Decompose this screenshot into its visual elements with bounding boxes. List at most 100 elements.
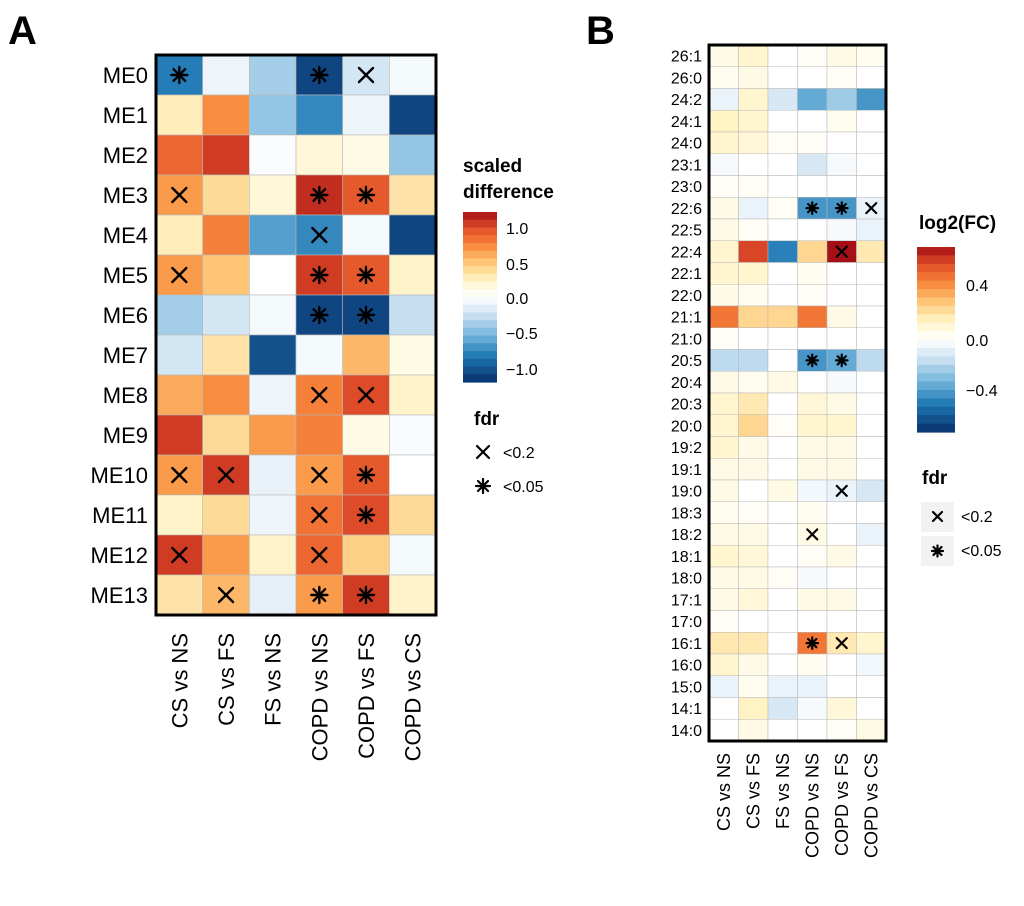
heatmap-cell bbox=[856, 284, 887, 307]
heatmap-cell bbox=[738, 719, 769, 742]
legend-b-tick: 0.0 bbox=[966, 333, 988, 350]
heatmap-cell bbox=[826, 284, 857, 307]
colorbar-band bbox=[917, 247, 955, 257]
heatmap-cell bbox=[767, 479, 798, 502]
heatmap-cell bbox=[856, 566, 887, 589]
heatmap-cell bbox=[249, 574, 297, 616]
heatmap-cell bbox=[767, 240, 798, 263]
heatmap-cell bbox=[155, 414, 203, 456]
colorbar-band bbox=[917, 305, 955, 315]
heatmap-cell bbox=[708, 632, 739, 655]
colorbar-band bbox=[463, 273, 497, 283]
heatmap-cell bbox=[708, 240, 739, 263]
heatmap-cell bbox=[797, 110, 828, 133]
colorbar-band bbox=[463, 227, 497, 236]
heatmap-cell bbox=[767, 545, 798, 568]
heatmap-cell bbox=[826, 305, 857, 328]
heatmap-cell bbox=[767, 88, 798, 111]
colorbar-band bbox=[917, 347, 955, 357]
heatmap-cell bbox=[708, 131, 739, 154]
heatmap-cell bbox=[738, 610, 769, 633]
heatmap-cell bbox=[249, 494, 297, 536]
heatmap-b-cells bbox=[707, 43, 888, 743]
heatmap-cell bbox=[826, 414, 857, 437]
heatmap-cell bbox=[797, 44, 828, 67]
heatmap-cell bbox=[342, 94, 390, 136]
heatmap-cell bbox=[738, 305, 769, 328]
heatmap-cell bbox=[249, 374, 297, 416]
legend-b-title: log2(FC) bbox=[919, 213, 996, 234]
row-label: 19:0 bbox=[671, 484, 702, 501]
heatmap-cell bbox=[295, 334, 343, 376]
colorbar-band bbox=[917, 263, 955, 273]
colorbar-band bbox=[463, 219, 497, 229]
heatmap-cell bbox=[202, 94, 250, 136]
heatmap-cell bbox=[797, 545, 828, 568]
row-label: 21:1 bbox=[671, 310, 702, 327]
heatmap-cell bbox=[708, 610, 739, 633]
colorbar-band bbox=[917, 373, 955, 383]
heatmap-cell bbox=[708, 66, 739, 89]
row-label: 22:6 bbox=[671, 201, 702, 218]
row-label: ME8 bbox=[103, 383, 148, 408]
heatmap-cell bbox=[202, 214, 250, 256]
heatmap-cell bbox=[797, 436, 828, 459]
heatmap-cell bbox=[856, 218, 887, 241]
heatmap-cell bbox=[249, 294, 297, 336]
row-label: ME6 bbox=[103, 303, 148, 328]
column-label: COPD vs NS bbox=[803, 753, 823, 858]
row-label: 26:1 bbox=[671, 49, 702, 66]
heatmap-cell bbox=[708, 153, 739, 176]
heatmap-cell bbox=[738, 675, 769, 698]
row-label: 20:3 bbox=[671, 397, 702, 414]
heatmap-cell bbox=[856, 675, 887, 698]
fdr-cross-marker bbox=[311, 466, 328, 484]
colorbar-band bbox=[917, 423, 955, 433]
fdr-asterisk-marker bbox=[356, 265, 376, 285]
colorbar-band bbox=[917, 255, 955, 265]
heatmap-cell bbox=[708, 697, 739, 720]
row-label: 23:0 bbox=[671, 179, 702, 196]
row-label: ME9 bbox=[103, 423, 148, 448]
heatmap-cell bbox=[856, 110, 887, 133]
heatmap-cell bbox=[738, 284, 769, 307]
heatmap-cell bbox=[708, 305, 739, 328]
heatmap-cell bbox=[738, 240, 769, 263]
heatmap-cell bbox=[797, 610, 828, 633]
heatmap-cell bbox=[155, 214, 203, 256]
heatmap-cell bbox=[856, 697, 887, 720]
heatmap-cell bbox=[155, 294, 203, 336]
fdr-cross-marker bbox=[835, 637, 848, 650]
heatmap-cell bbox=[389, 494, 437, 536]
legend-a-tick: 0.5 bbox=[506, 257, 528, 274]
colorbar-band bbox=[917, 331, 955, 341]
heatmap-cell bbox=[797, 588, 828, 611]
heatmap-cell bbox=[797, 218, 828, 241]
heatmap-cell bbox=[708, 566, 739, 589]
row-label: 18:1 bbox=[671, 549, 702, 566]
fdr-asterisk-marker bbox=[356, 305, 376, 325]
legend-a-fdr-title: fdr bbox=[474, 409, 500, 430]
heatmap-cell bbox=[708, 110, 739, 133]
heatmap-cell bbox=[389, 214, 437, 256]
colorbar-band bbox=[917, 339, 955, 349]
heatmap-cell bbox=[708, 175, 739, 198]
heatmap-cell bbox=[826, 88, 857, 111]
heatmap-cell bbox=[389, 374, 437, 416]
heatmap-cell bbox=[708, 327, 739, 350]
heatmap-cell bbox=[738, 501, 769, 524]
row-label: 24:1 bbox=[671, 114, 702, 131]
fdr-cross-marker bbox=[171, 266, 188, 284]
panel-b-letter: B bbox=[586, 9, 615, 53]
heatmap-cell bbox=[249, 174, 297, 216]
fdr-asterisk-marker bbox=[834, 201, 849, 215]
heatmap-cell bbox=[767, 110, 798, 133]
column-label: COPD vs CS bbox=[401, 633, 426, 761]
heatmap-cell bbox=[708, 588, 739, 611]
heatmap-cell bbox=[295, 94, 343, 136]
heatmap-cell bbox=[767, 44, 798, 67]
heatmap-cell bbox=[155, 94, 203, 136]
heatmap-a-cells bbox=[154, 53, 438, 617]
row-label: 26:0 bbox=[671, 70, 702, 87]
colorbar-band bbox=[463, 327, 497, 337]
